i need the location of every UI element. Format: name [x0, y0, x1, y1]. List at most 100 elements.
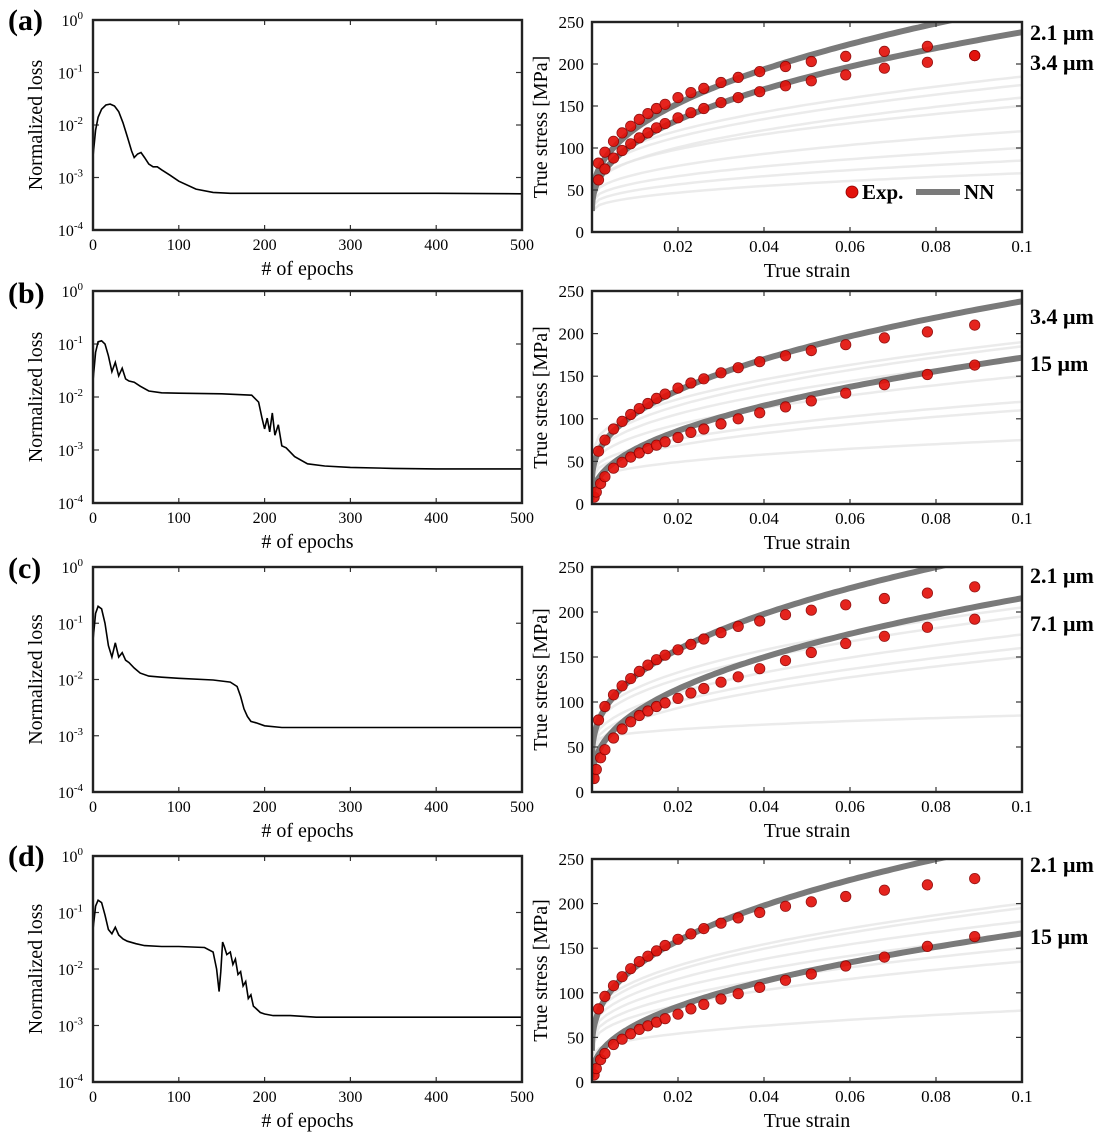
dataset-background-curve: [592, 159, 1022, 208]
exp-marker: [642, 705, 654, 717]
y-tick-label: 50: [567, 452, 584, 471]
y-tick-label: 100: [559, 410, 585, 429]
y-tick-base: 10: [58, 1019, 74, 1036]
grain-size-label: 7.1 μm: [1030, 611, 1094, 636]
x-tick-label: 200: [253, 1089, 277, 1106]
exp-marker: [732, 92, 744, 104]
y-tick-label: 50: [567, 738, 584, 757]
exp-marker: [698, 373, 710, 385]
loss-axes-frame: [91, 854, 524, 1084]
y-tick-base: 10: [58, 118, 74, 135]
x-tick-label: 0.06: [835, 509, 865, 528]
loss-chart-3: (d)0 100 200 300 400 50010-410-310-210-1100# …: [8, 840, 534, 1132]
dataset-background-curve: [592, 345, 1022, 462]
exp-marker: [732, 413, 744, 425]
y-tick-label: 100: [559, 693, 585, 712]
y-tick-base: 10: [62, 560, 78, 577]
nn-curve: [592, 595, 1022, 784]
y-tick-label: 100: [62, 846, 84, 866]
x-tick-label: 0.06: [835, 237, 865, 256]
exp-marker: [921, 326, 934, 338]
x-tick-label: 0.08: [921, 509, 951, 528]
x-tick-label: 0: [89, 510, 97, 527]
loss-curve: [92, 605, 522, 729]
exp-marker: [969, 49, 981, 62]
exp-marker: [616, 144, 628, 157]
y-tick-label: 10-2: [58, 387, 83, 407]
exp-marker: [878, 45, 891, 58]
y-tick-base: 10: [58, 443, 74, 460]
exp-marker: [607, 689, 620, 701]
x-tick-label: 0.08: [921, 1087, 951, 1106]
y-tick-label: 100: [559, 139, 585, 158]
x-tick-label: 300: [338, 799, 362, 816]
loss-chart-0: (a)0 100 200 300 400 50010-410-310-210-1100# …: [8, 4, 534, 280]
y-tick-label: 150: [559, 367, 585, 386]
exp-marker: [805, 75, 817, 87]
y-tick-exponent: -1: [74, 903, 83, 915]
exp-marker: [840, 960, 852, 972]
x-tick-label: 500: [510, 237, 534, 254]
panel-label: (c): [8, 552, 41, 585]
exp-marker: [779, 654, 792, 667]
dataset-background-curve: [592, 606, 1022, 734]
exp-marker: [698, 998, 710, 1011]
exp-marker: [840, 339, 852, 351]
y-axis-label: True stress [MPa]: [530, 326, 552, 469]
exp-marker: [633, 665, 645, 678]
exp-marker: [625, 963, 637, 975]
x-tick-label: 400: [424, 799, 448, 816]
exp-marker: [607, 732, 620, 744]
exp-marker: [625, 716, 637, 728]
exp-marker: [969, 319, 981, 331]
exp-marker: [715, 418, 727, 430]
plot-area: [592, 859, 1022, 1081]
grain-size-label: 2.1 μm: [1030, 563, 1094, 588]
exp-marker: [616, 680, 628, 692]
exp-marker: [607, 135, 620, 147]
x-axis-label: True strain: [764, 260, 850, 282]
exp-marker: [969, 613, 981, 625]
legend-exp-label: Exp.: [862, 180, 903, 204]
x-tick-label: 100: [167, 510, 191, 527]
y-tick-label: 150: [559, 97, 585, 116]
dataset-background-curve: [592, 409, 1022, 480]
exp-marker: [715, 676, 727, 688]
exp-marker: [650, 654, 663, 666]
exp-marker: [732, 671, 744, 683]
exp-marker: [779, 80, 792, 92]
exp-marker: [878, 62, 891, 74]
exp-marker: [685, 1003, 697, 1015]
y-axis-label: True stress [MPa]: [530, 56, 552, 199]
exp-marker: [878, 630, 891, 642]
y-tick-label: 10-4: [58, 220, 84, 240]
y-tick-base: 10: [58, 496, 74, 513]
loss-axes-frame: [91, 18, 524, 232]
exp-marker: [659, 388, 671, 400]
exp-marker: [599, 990, 611, 1003]
exp-marker: [659, 939, 671, 952]
y-tick-label: 0: [576, 783, 585, 802]
exp-marker: [921, 56, 934, 68]
y-tick-base: 10: [58, 785, 74, 802]
x-tick-label: 400: [424, 1089, 448, 1106]
nn-curve: [592, 298, 1022, 483]
exp-marker: [599, 1047, 611, 1060]
exp-marker: [715, 917, 727, 929]
exp-marker: [633, 709, 645, 722]
dataset-background-curve: [592, 615, 1022, 739]
exp-marker: [659, 697, 671, 709]
x-axis-label: True strain: [764, 820, 850, 842]
exp-marker: [698, 922, 710, 935]
y-tick-exponent: 0: [78, 557, 84, 569]
nn-curve: [592, 930, 1022, 1078]
y-tick-base: 10: [62, 13, 78, 30]
y-tick-exponent: -2: [74, 670, 83, 682]
y-tick-label: 200: [559, 325, 585, 344]
exp-marker: [921, 587, 934, 599]
y-tick-label: 250: [559, 558, 585, 577]
exp-marker: [878, 592, 891, 605]
dataset-background-curve: [592, 920, 1022, 1034]
exp-marker: [698, 633, 710, 645]
exp-marker: [685, 107, 697, 119]
